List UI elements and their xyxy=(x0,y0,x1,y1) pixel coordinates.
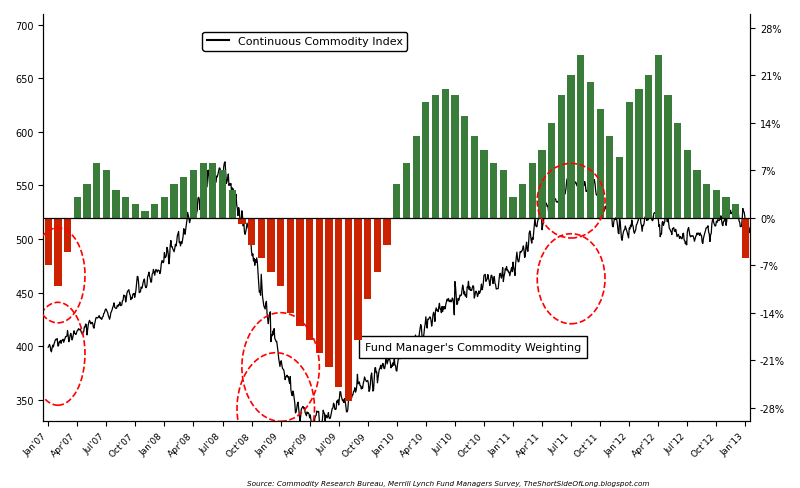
Bar xyxy=(722,198,730,218)
Bar xyxy=(238,218,246,225)
Bar xyxy=(74,198,81,218)
Bar xyxy=(480,150,487,218)
Bar xyxy=(645,76,652,218)
Bar xyxy=(354,218,362,340)
Bar xyxy=(142,211,149,218)
Bar xyxy=(606,137,614,218)
Bar xyxy=(199,164,206,218)
Bar xyxy=(345,218,352,401)
Bar xyxy=(122,198,130,218)
Bar xyxy=(635,89,642,218)
Bar xyxy=(442,89,449,218)
Bar xyxy=(597,110,604,218)
Bar xyxy=(548,123,555,218)
Bar xyxy=(519,184,526,218)
Bar xyxy=(335,218,342,387)
Bar xyxy=(83,184,90,218)
Bar xyxy=(170,184,178,218)
Bar xyxy=(248,218,255,245)
Bar xyxy=(277,218,284,286)
Text: Fund Manager's Commodity Weighting: Fund Manager's Commodity Weighting xyxy=(365,342,582,352)
Bar xyxy=(219,171,226,218)
Bar xyxy=(684,150,691,218)
Bar xyxy=(316,218,323,354)
Bar xyxy=(538,150,546,218)
Bar xyxy=(161,198,168,218)
Bar xyxy=(132,204,139,218)
Bar xyxy=(732,204,739,218)
Bar xyxy=(54,218,62,286)
Bar xyxy=(413,137,420,218)
Bar xyxy=(626,103,633,218)
Bar xyxy=(93,164,100,218)
Bar xyxy=(112,191,120,218)
Bar xyxy=(529,164,536,218)
Bar xyxy=(393,184,401,218)
Bar xyxy=(742,218,749,259)
Bar xyxy=(403,164,410,218)
Bar xyxy=(229,191,236,218)
Bar xyxy=(374,218,381,272)
Bar xyxy=(567,76,574,218)
Bar xyxy=(209,164,217,218)
Bar xyxy=(286,218,294,313)
Bar xyxy=(383,218,390,245)
Bar xyxy=(577,56,585,218)
Bar xyxy=(470,137,478,218)
Bar xyxy=(102,171,110,218)
Bar xyxy=(587,82,594,218)
Bar xyxy=(64,218,71,252)
Bar xyxy=(703,184,710,218)
Bar xyxy=(180,178,187,218)
Bar xyxy=(490,164,498,218)
Bar xyxy=(326,218,333,367)
Bar xyxy=(422,103,430,218)
Bar xyxy=(190,171,197,218)
Bar xyxy=(432,96,439,218)
Bar xyxy=(674,123,682,218)
Bar xyxy=(151,204,158,218)
Text: Source: Commodity Research Bureau, Merrill Lynch Fund Managers Survey, TheShortS: Source: Commodity Research Bureau, Merri… xyxy=(246,480,650,486)
Bar xyxy=(616,157,623,218)
Bar xyxy=(267,218,274,272)
Bar xyxy=(451,96,458,218)
Bar xyxy=(45,218,52,265)
Bar xyxy=(694,171,701,218)
Bar xyxy=(664,96,671,218)
Bar xyxy=(258,218,265,259)
Bar xyxy=(461,117,468,218)
Bar xyxy=(654,56,662,218)
Bar xyxy=(364,218,371,300)
Bar xyxy=(510,198,517,218)
Bar xyxy=(306,218,314,340)
Bar xyxy=(500,171,507,218)
Legend: Continuous Commodity Index: Continuous Commodity Index xyxy=(202,33,407,52)
Bar xyxy=(713,191,720,218)
Bar xyxy=(296,218,304,326)
Bar xyxy=(558,96,565,218)
